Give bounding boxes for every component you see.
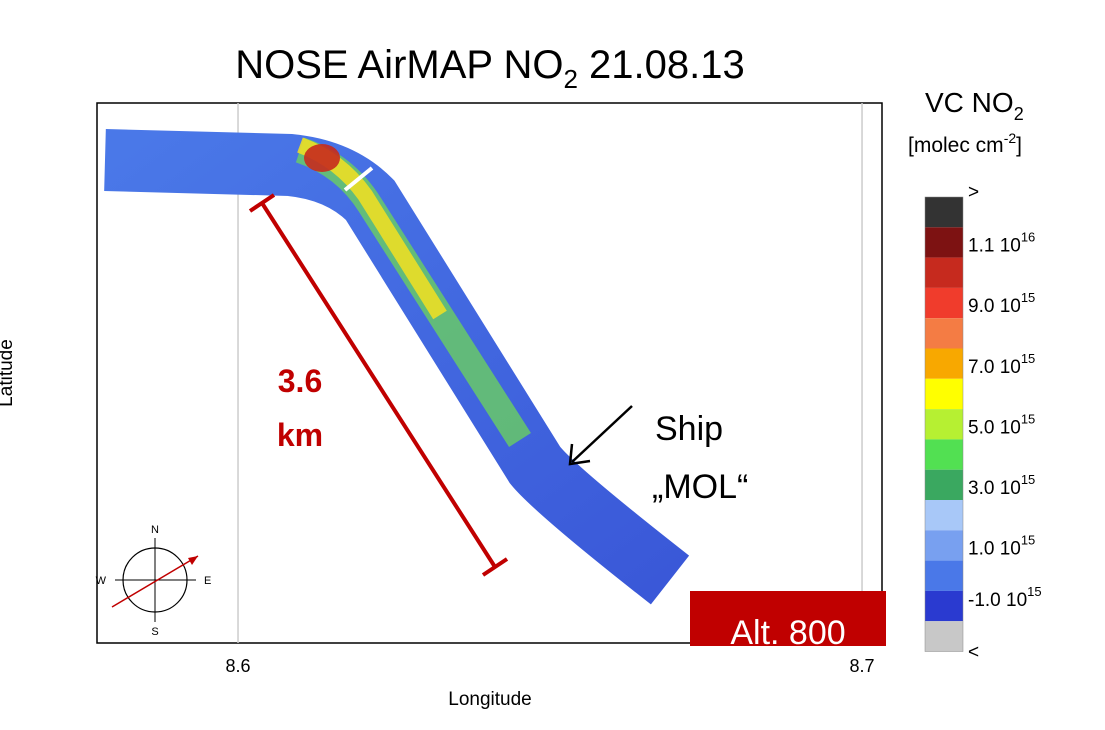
colorbar-box: [925, 561, 963, 591]
compass: [112, 538, 198, 622]
colorbar-label-base: 1.1 10: [968, 236, 1021, 257]
colorbar-box: [925, 409, 963, 439]
colorbar-box: [925, 197, 963, 227]
colorbar-label-exp: 15: [1021, 472, 1035, 487]
colorbar-label-base: 9.0 10: [968, 296, 1021, 317]
colorbar-box: [925, 349, 963, 379]
colorbar-box: [925, 288, 963, 318]
colorbar-label-base: -1.0 10: [968, 590, 1027, 611]
colorbar-label: 1.0 1015: [968, 533, 1035, 560]
x-axis-label: Longitude: [448, 689, 531, 710]
compass-n: N: [151, 524, 159, 536]
colorbar-label-base: >: [968, 182, 979, 203]
colorbar-unit-end: ]: [1016, 134, 1022, 157]
colorbar-label: 1.1 1016: [968, 230, 1035, 257]
colorbar-box: [925, 258, 963, 288]
colorbar-label-exp: 15: [1021, 412, 1035, 427]
colorbar-label: -1.0 1015: [968, 585, 1042, 612]
colorbar-label-base: <: [968, 642, 979, 663]
colorbar-label-base: 3.0 10: [968, 478, 1021, 499]
ship-label: Ship: [655, 410, 723, 448]
ship-name: „MOL“: [652, 468, 748, 506]
compass-w: W: [96, 575, 107, 587]
title-main: NOSE AirMAP NO: [235, 43, 563, 87]
x-tick-label: 8.6: [226, 656, 251, 676]
colorbar-unit: [molec cm-2]: [908, 130, 1022, 157]
colorbar-label: 3.0 1015: [968, 472, 1035, 499]
colorbar-box: [925, 500, 963, 530]
colorbar-label-exp: 16: [1021, 230, 1035, 245]
colorbar-unit-main: [molec cm: [908, 134, 1004, 157]
hotspot: [304, 144, 340, 172]
colorbar-label: 9.0 1015: [968, 291, 1035, 318]
colorbar-label-exp: 15: [1027, 585, 1041, 600]
colorbar-title-sub: 2: [1014, 104, 1024, 124]
colorbar-box: [925, 621, 963, 651]
colorbar-label-base: 5.0 10: [968, 417, 1021, 438]
title-date: 21.08.13: [578, 43, 745, 87]
colorbar-label: >: [968, 182, 979, 203]
colorbar-box: [925, 591, 963, 621]
y-axis-label: Latitude: [0, 339, 17, 407]
colorbar-label: <: [968, 642, 979, 663]
colorbar-box: [925, 439, 963, 469]
altitude-label: Alt. 800: [730, 614, 845, 652]
distance-value: 3.6: [278, 363, 322, 399]
colorbar-title: VC NO2: [925, 87, 1024, 124]
colorbar-box: [925, 379, 963, 409]
colorbar-label-exp: 15: [1021, 291, 1035, 306]
figure: NOSE AirMAP NO2 21.08.13 3.6 km Ship „MO…: [0, 0, 1105, 725]
colorbar-label-base: 7.0 10: [968, 357, 1021, 378]
title-sub: 2: [563, 64, 577, 94]
compass-e: E: [204, 575, 211, 587]
colorbar-label-exp: 15: [1021, 533, 1035, 548]
colorbar-box: [925, 470, 963, 500]
colorbar-box: [925, 227, 963, 257]
colorbar-label-base: 1.0 10: [968, 539, 1021, 560]
colorbar-label: 5.0 1015: [968, 412, 1035, 439]
distance-unit: km: [277, 417, 323, 453]
colorbar-label-exp: 15: [1021, 351, 1035, 366]
colorbar-unit-sup: -2: [1004, 130, 1017, 146]
colorbar-label: 7.0 1015: [968, 351, 1035, 378]
colorbar-box: [925, 530, 963, 560]
colorbar-title-main: VC NO: [925, 87, 1014, 118]
x-tick-label: 8.7: [850, 656, 875, 676]
compass-s: S: [151, 626, 158, 638]
ship-arrow: [570, 406, 632, 464]
colorbar-box: [925, 318, 963, 348]
title: NOSE AirMAP NO2 21.08.13: [235, 43, 745, 94]
